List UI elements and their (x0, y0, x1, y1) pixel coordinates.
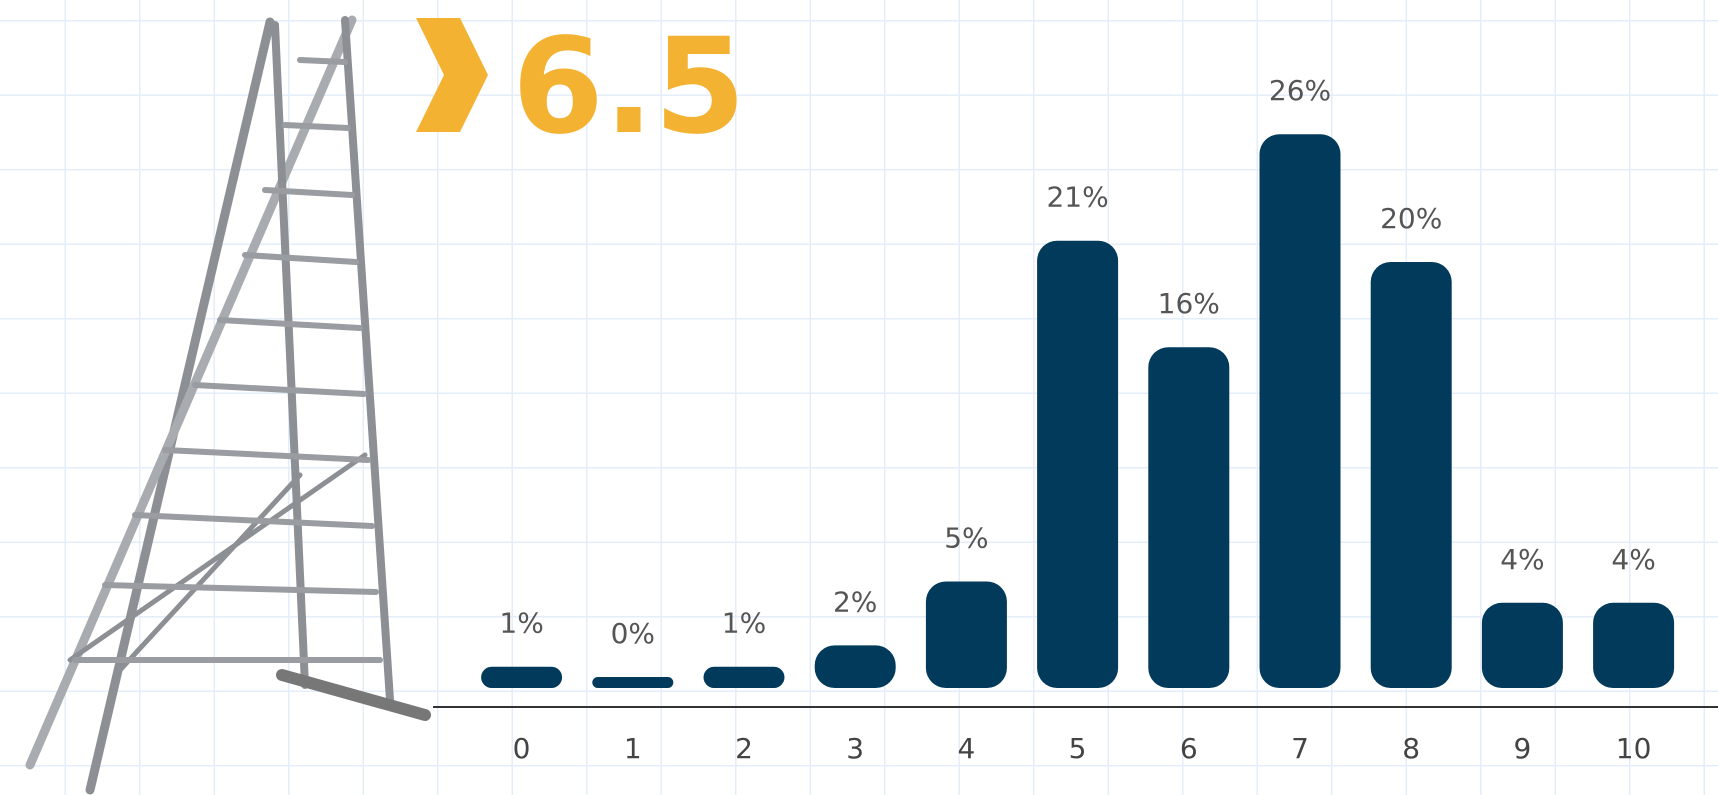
x-tick-label: 9 (1513, 732, 1531, 765)
value-label: 4% (1500, 543, 1544, 576)
x-tick-label: 7 (1291, 732, 1309, 765)
bar (592, 677, 674, 688)
value-label: 21% (1046, 181, 1108, 214)
x-tick-label: 6 (1180, 732, 1198, 765)
x-tick-label: 8 (1402, 732, 1420, 765)
bar (1037, 240, 1119, 688)
bar (1481, 602, 1563, 688)
bar (925, 581, 1007, 688)
ladder-illustration (25, 15, 431, 795)
value-label: 20% (1380, 202, 1442, 235)
value-label: 0% (611, 617, 655, 650)
x-tick-label: 0 (513, 732, 531, 765)
x-tick-label: 5 (1069, 732, 1087, 765)
chart-title: 6.5 (512, 10, 746, 164)
x-tick-label: 2 (735, 732, 753, 765)
x-tick-label: 1 (624, 732, 642, 765)
value-label: 16% (1158, 287, 1220, 320)
value-label: 4% (1611, 543, 1655, 576)
title-chevron (416, 18, 488, 132)
bar (481, 666, 563, 688)
x-tick-label: 4 (957, 732, 975, 765)
bar (1593, 602, 1675, 688)
bar (703, 666, 785, 688)
bar (1148, 347, 1230, 688)
bar (1259, 134, 1341, 688)
bar (1370, 262, 1452, 688)
value-label: 1% (722, 607, 766, 640)
value-label: 5% (944, 522, 988, 555)
value-label: 1% (499, 607, 543, 640)
value-label: 2% (833, 585, 877, 618)
x-tick-label: 10 (1616, 732, 1652, 765)
x-tick-label: 3 (846, 732, 864, 765)
value-label: 26% (1269, 74, 1331, 107)
bar (814, 645, 896, 688)
